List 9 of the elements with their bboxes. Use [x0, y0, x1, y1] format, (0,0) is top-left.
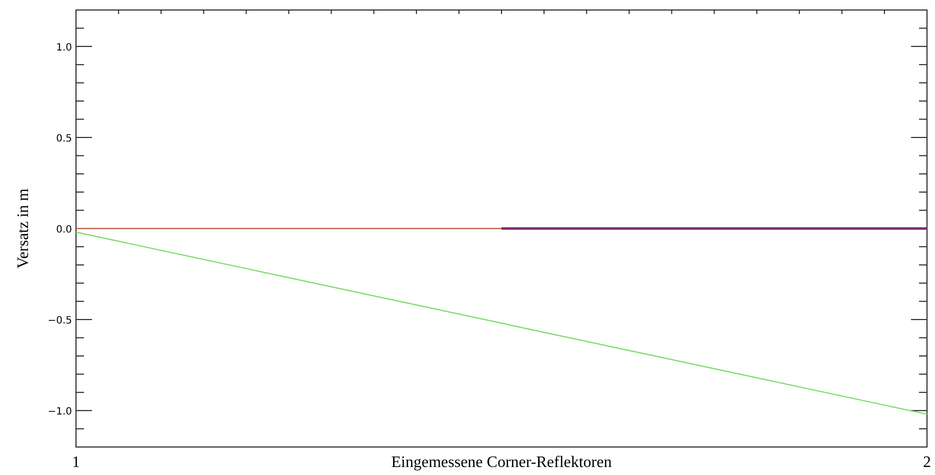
x-tick-label: 1 — [72, 454, 80, 471]
y-tick-label: 0.5 — [56, 133, 72, 144]
y-tick-label: 0.0 — [56, 224, 72, 236]
x-axis-title: Eingemessene Corner-Reflektoren — [391, 454, 612, 471]
y-tick-label: −0.5 — [48, 316, 72, 327]
x-tick-label: 2 — [923, 454, 931, 471]
y-tick-label: 1.0 — [56, 42, 72, 54]
y-axis-title: Versatz in m — [15, 188, 32, 268]
y-tick-label: −1.0 — [48, 406, 72, 418]
